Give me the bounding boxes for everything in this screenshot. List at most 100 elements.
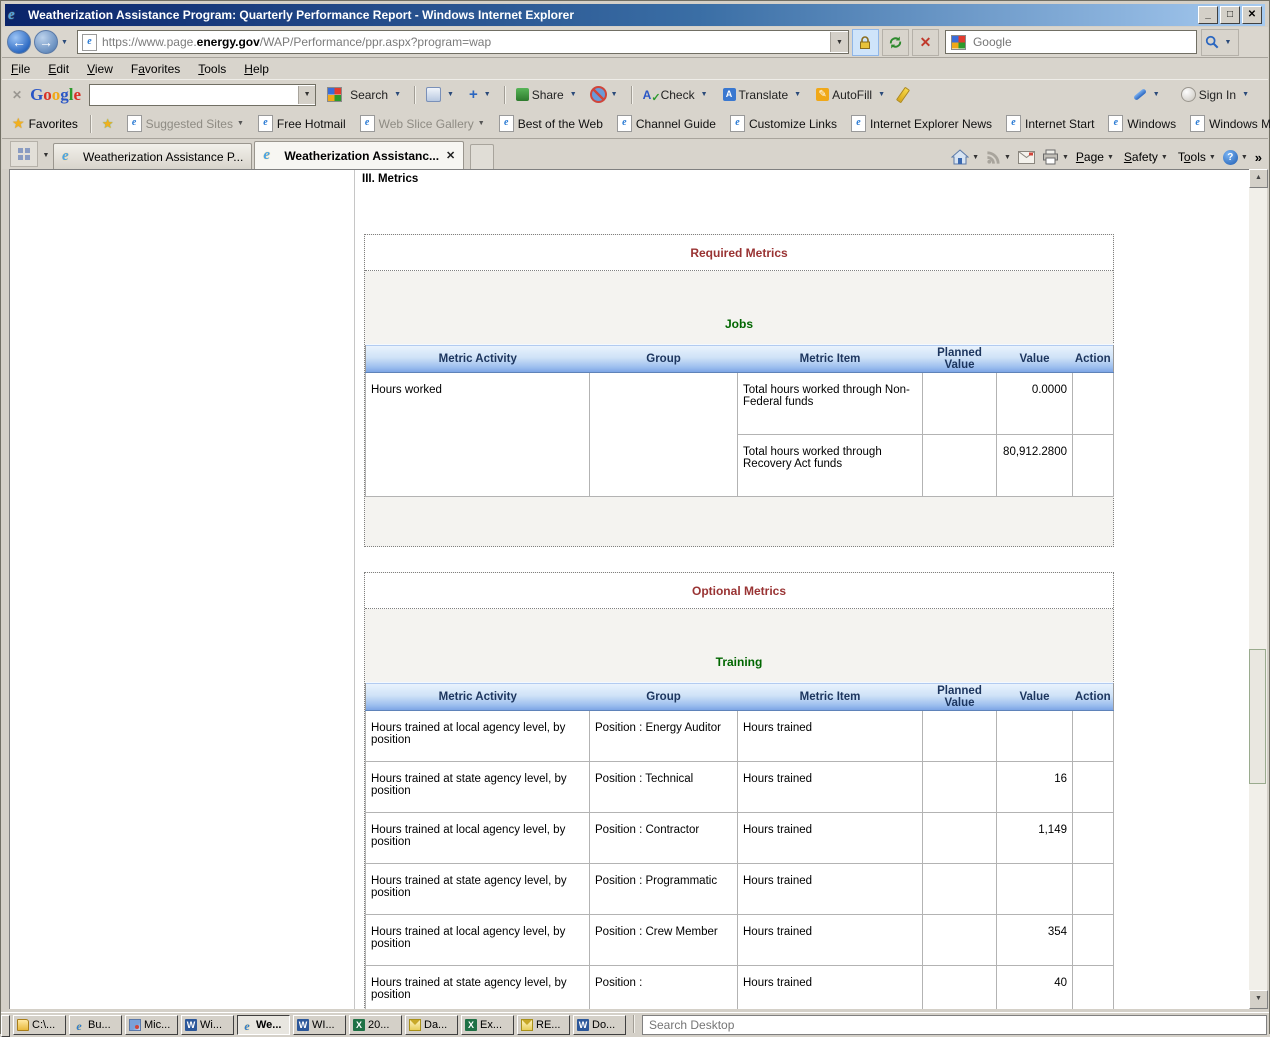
toolbar-search-dropdown[interactable]: ▼ [298,85,316,104]
menu-tools[interactable]: Tools [198,61,227,76]
menu-view[interactable]: View [87,61,113,76]
highlighter-button[interactable] [894,84,912,106]
spellcheck-button[interactable]: A Check ▼ [637,85,717,105]
translate-button[interactable]: A Translate ▼ [717,85,811,105]
dropdown-icon[interactable]: ▼ [1061,153,1069,161]
dropdown-icon[interactable]: ▼ [1004,153,1011,161]
browser-tab-1[interactable]: e Weatherization Assistance P... [53,143,253,169]
favorites-link[interactable]: e Internet Start [1006,115,1094,132]
toolbar-search-button[interactable]: Search ▼ [316,84,410,105]
add-favorite-icon[interactable]: ★ [101,115,114,131]
stop-button[interactable]: ✕ [911,28,939,56]
help-button[interactable]: ? ▼ [1222,149,1248,165]
refresh-button[interactable] [881,28,909,56]
dropdown-icon[interactable]: ▼ [1240,153,1248,161]
google-search-input[interactable] [970,34,1196,50]
back-button[interactable]: ← [7,30,31,54]
scrollbar-thumb[interactable] [1249,649,1266,784]
page-menu-button[interactable]: Page ▼ [1076,150,1114,164]
favorites-link[interactable]: e Best of the Web [498,115,603,132]
dropdown-icon[interactable]: ▼ [610,91,618,98]
dropdown-icon[interactable]: ▼ [700,91,708,98]
dropdown-icon[interactable]: ▼ [569,91,577,98]
toolbar-settings-button[interactable]: ▼ [1127,88,1169,101]
toolbar-search-field[interactable]: ▼ [89,83,317,106]
taskbar-button[interactable]: C:\... [13,1015,66,1035]
taskbar-button[interactable]: e Bu... [69,1015,122,1035]
bookmarks-button[interactable]: ▼ [420,84,463,105]
excel-icon: X [465,1019,477,1031]
taskbar-button[interactable]: W WI... [293,1015,346,1035]
search-go-button[interactable]: ▼ [1200,28,1239,56]
taskbar-button[interactable]: W Do... [573,1015,626,1035]
dropdown-icon[interactable]: ▼ [1242,91,1249,98]
home-button[interactable]: ▼ [951,149,979,165]
scroll-down-button[interactable]: ▼ [1249,990,1268,1009]
favorites-link[interactable]: e Suggested Sites ▼ [126,115,244,132]
favorites-link[interactable]: e Free Hotmail [257,115,346,132]
tools-menu-button[interactable]: Tools ▼ [1178,150,1216,164]
favorites-link[interactable]: e Channel Guide [616,115,716,132]
taskbar-button[interactable]: X Ex... [461,1015,514,1035]
tab-list-dropdown[interactable]: ▼ [42,151,50,159]
dropdown-icon[interactable]: ▼ [1160,153,1168,161]
dropdown-icon[interactable]: ▼ [447,91,454,98]
dropdown-icon[interactable]: ▼ [1152,91,1160,98]
scroll-up-button[interactable]: ▲ [1249,169,1268,188]
share-button[interactable]: Share ▼ [510,85,586,105]
dropdown-icon[interactable]: ▼ [1106,153,1114,161]
search-dropdown-icon[interactable]: ▼ [394,91,402,98]
menu-edit[interactable]: Edit [48,61,70,76]
dropdown-icon[interactable]: ▼ [972,153,980,161]
taskbar-button[interactable]: RE... [517,1015,570,1035]
more-commands-chevron[interactable]: » [1254,149,1262,165]
taskbar-button[interactable]: X 20... [349,1015,402,1035]
read-mail-button[interactable] [1017,150,1035,164]
sign-in-button[interactable]: Sign In ▼ [1175,84,1258,105]
quick-tabs-button[interactable] [10,141,38,167]
search-options-dropdown[interactable]: ▼ [1224,38,1232,46]
autofill-button[interactable]: ✎ AutoFill ▼ [810,85,894,105]
favorites-button[interactable]: Favorites [28,116,78,131]
menu-file[interactable]: File [11,61,31,76]
forward-button[interactable]: → [34,30,58,54]
favorites-link[interactable]: e Customize Links [729,115,837,132]
dropdown-icon[interactable]: ▼ [483,91,491,98]
url-dropdown[interactable]: ▼ [829,32,848,52]
security-lock-button[interactable] [851,28,879,56]
sidewiki-button[interactable]: ▼ [586,85,627,104]
taskbar-button[interactable]: e We... [237,1015,290,1035]
desktop-search-box[interactable] [642,1015,1267,1035]
print-button[interactable]: ▼ [1042,149,1069,165]
favorites-link[interactable]: e Web Slice Gallery ▼ [359,115,485,132]
toolbar-search-input[interactable] [90,85,299,104]
dropdown-icon[interactable]: ▼ [1208,153,1216,161]
favorites-link[interactable]: e Windows [1108,115,1176,132]
dropdown-icon[interactable]: ▼ [794,91,802,98]
close-button[interactable]: ✕ [1242,6,1262,24]
tab-close-icon[interactable]: ✕ [446,150,456,162]
favorites-link[interactable]: e Internet Explorer News [850,115,992,132]
dropdown-icon[interactable]: ▼ [878,91,886,98]
new-tab-stub[interactable] [470,144,495,169]
toolbar-close-icon[interactable]: ✕ [12,87,23,102]
dropdown-icon[interactable]: ▼ [477,120,485,127]
desktop-search-input[interactable] [643,1017,1266,1033]
vertical-scrollbar[interactable]: ▲ ▼ [1249,169,1268,1009]
maximize-button[interactable]: □ [1220,6,1240,24]
recent-pages-dropdown[interactable]: ▼ [61,38,68,46]
menu-help[interactable]: Help [244,61,269,76]
add-gadget-button[interactable]: + ▼ [463,83,500,106]
browser-tab-2[interactable]: e Weatherization Assistanc... ✕ [254,141,465,169]
taskbar-button[interactable]: Mic... [125,1015,178,1035]
safety-menu-button[interactable]: Safety ▼ [1124,150,1168,164]
taskbar-button[interactable]: W Wi... [181,1015,234,1035]
url-field[interactable]: e https://www.page. energy.gov/WAP/Perfor… [76,30,849,54]
minimize-button[interactable]: _ [1198,6,1218,24]
feeds-button[interactable]: ▼ [986,150,1011,165]
taskbar-button[interactable]: Da... [405,1015,458,1035]
dropdown-icon[interactable]: ▼ [236,120,244,127]
google-search-box[interactable] [944,30,1197,54]
menu-favorites[interactable]: Favorites [130,61,181,76]
